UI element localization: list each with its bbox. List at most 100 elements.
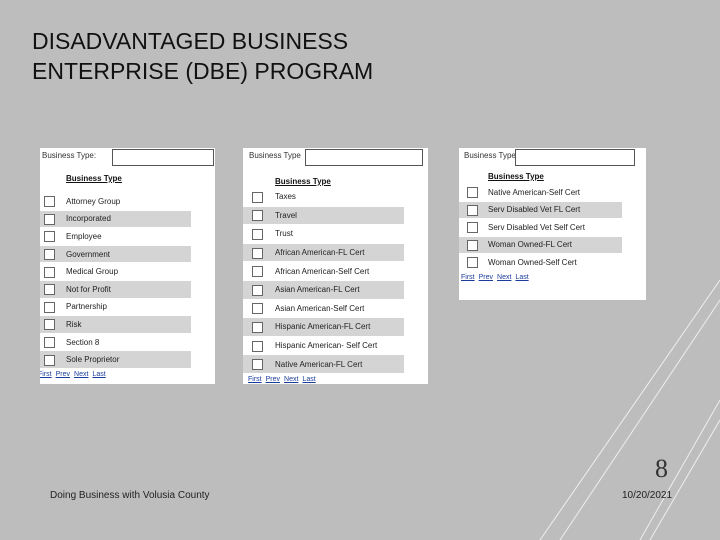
checkbox[interactable]: [44, 231, 55, 243]
item-label: Taxes: [275, 192, 296, 202]
item-label: Sole Proprietor: [66, 355, 120, 365]
list-row: Native American-Self Cert: [459, 184, 622, 201]
column-header: Business Type: [275, 177, 331, 186]
checkbox[interactable]: [252, 284, 263, 296]
item-label: Risk: [66, 319, 82, 329]
date: 10/20/2021: [622, 490, 673, 501]
list-row: Section 8: [40, 334, 191, 351]
checkbox[interactable]: [252, 228, 263, 240]
text-input[interactable]: [305, 149, 423, 166]
list-row: Travel: [243, 206, 404, 225]
checkbox[interactable]: [44, 337, 55, 349]
list-row: African American-FL Cert: [243, 243, 404, 262]
list-row: Asian American-Self Cert: [243, 300, 404, 318]
text-input[interactable]: [515, 149, 635, 166]
pager-link[interactable]: Last: [302, 376, 316, 383]
item-label: African American-FL Cert: [275, 248, 365, 258]
checkbox[interactable]: [252, 321, 263, 333]
checkbox[interactable]: [44, 196, 55, 208]
item-label: Travel: [275, 210, 297, 220]
screenshot-panel: Business Type: Business Type Attorney Grou…: [40, 148, 215, 384]
pager-link[interactable]: Next: [284, 376, 299, 383]
checkbox[interactable]: [252, 359, 263, 371]
list-row: Hispanic American- Self Cert: [243, 337, 404, 355]
item-label: Woman Owned-Self Cert: [488, 257, 577, 267]
pager-link[interactable]: First: [248, 376, 262, 383]
item-label: Hispanic American-FL Cert: [275, 322, 371, 332]
item-label: Asian American-Self Cert: [275, 303, 365, 313]
item-label: Hispanic American- Self Cert: [275, 341, 378, 351]
item-label: Asian American-FL Cert: [275, 285, 360, 295]
checkbox[interactable]: [252, 340, 263, 352]
column-header: Business Type: [488, 172, 544, 181]
pager-link[interactable]: Prev: [55, 371, 71, 378]
pager-link[interactable]: Last: [92, 371, 106, 378]
checkbox[interactable]: [467, 204, 478, 216]
checkbox[interactable]: [44, 213, 55, 225]
list-row: Woman Owned-FL Cert: [459, 236, 622, 253]
item-label: Native American-Self Cert: [488, 187, 581, 197]
text-input[interactable]: [112, 149, 214, 166]
pager-link[interactable]: Last: [515, 273, 529, 281]
checkbox[interactable]: [467, 187, 478, 199]
item-label: Section 8: [66, 337, 100, 347]
page-number: 8: [655, 454, 668, 483]
list-row: Risk: [40, 316, 191, 333]
pager-link[interactable]: Next: [497, 273, 512, 281]
field-label: Business Type: [464, 151, 516, 160]
pager: First Prev Next Last: [248, 376, 320, 383]
field-label: Business Type:: [42, 151, 97, 160]
checkbox[interactable]: [44, 301, 55, 313]
pager-link[interactable]: Next: [74, 371, 89, 378]
checkbox[interactable]: [252, 210, 263, 222]
checkbox[interactable]: [252, 247, 263, 259]
checkbox[interactable]: [252, 191, 263, 203]
item-label: Woman Owned-FL Cert: [488, 240, 573, 250]
list-row: Incorporated: [40, 210, 191, 228]
checkbox[interactable]: [44, 266, 55, 278]
item-label: Medical Group: [66, 267, 119, 277]
list-row: Trust: [243, 225, 404, 243]
pager-link[interactable]: First: [40, 371, 52, 378]
list-row: Taxes: [243, 188, 404, 206]
checkbox[interactable]: [467, 257, 478, 269]
pager-link[interactable]: First: [461, 273, 475, 281]
list-row: Attorney Group: [40, 193, 191, 210]
item-label: Trust: [275, 229, 293, 239]
checkbox[interactable]: [467, 239, 478, 251]
list-row: Sole Proprietor: [40, 351, 191, 368]
pager-link[interactable]: Prev: [478, 273, 494, 281]
checkbox[interactable]: [252, 266, 263, 278]
item-label: Government: [66, 249, 111, 259]
pager-link[interactable]: Prev: [265, 376, 281, 383]
checkbox[interactable]: [252, 303, 263, 315]
list-row: Asian American-FL Cert: [243, 281, 404, 299]
list-row: Employee: [40, 228, 191, 245]
list-row: Not for Profit: [40, 281, 191, 298]
checkbox[interactable]: [467, 222, 478, 234]
item-label: Incorporated: [66, 214, 111, 224]
screenshot-panel: Business Type Business Type Taxes Travel Tru…: [243, 148, 428, 384]
list-row: Woman Owned-Self Cert: [459, 254, 622, 271]
checkbox[interactable]: [44, 319, 55, 331]
list-row: Serv Disabled Vet Self Cert: [459, 219, 622, 236]
checkbox[interactable]: [44, 354, 55, 366]
checkbox[interactable]: [44, 284, 55, 296]
item-label: Attorney Group: [66, 196, 121, 206]
field-label: Business Type: [249, 151, 301, 160]
item-label: African American-Self Cert: [275, 266, 370, 276]
title-line: DISADVANTAGED BUSINESS: [32, 28, 349, 54]
item-label: Serv Disabled Vet Self Cert: [488, 222, 585, 232]
pager: First Prev Next Last: [40, 371, 110, 378]
item-label: Employee: [66, 231, 102, 241]
list-row: Serv Disabled Vet FL Cert: [459, 201, 622, 218]
list-row: Government: [40, 245, 191, 263]
list-row: Medical Group: [40, 263, 191, 280]
item-label: Native American-FL Cert: [275, 359, 363, 369]
checkbox[interactable]: [44, 249, 55, 261]
list-row: Hispanic American-FL Cert: [243, 318, 404, 336]
title-line: ENTERPRISE (DBE) PROGRAM: [32, 58, 374, 84]
item-label: Partnership: [66, 302, 107, 312]
